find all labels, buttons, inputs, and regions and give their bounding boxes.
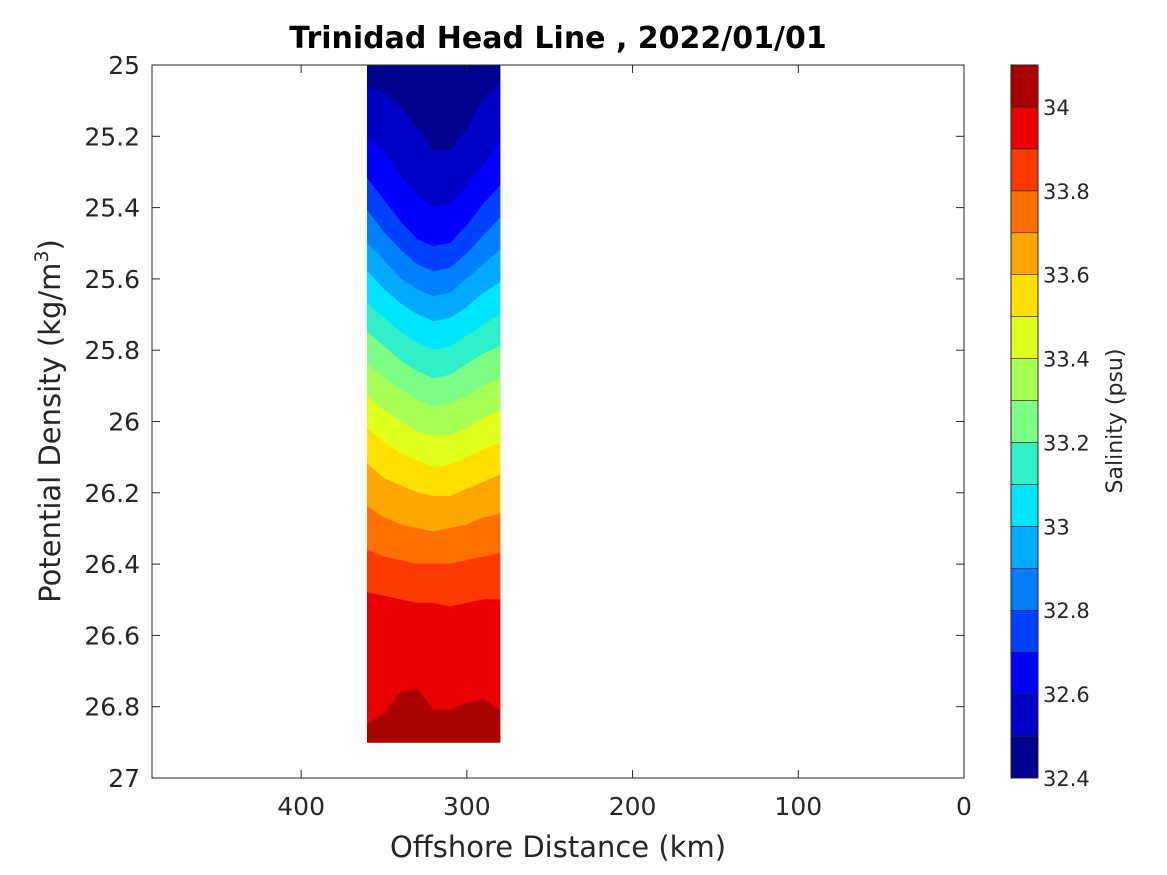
colorbar-band <box>1010 358 1039 401</box>
colorbar-border <box>1010 64 1039 779</box>
colorbar-band <box>1010 148 1039 192</box>
y-tick-label: 25.8 <box>84 336 140 365</box>
colorbar-band <box>1010 484 1039 527</box>
colorbar-band <box>1010 567 1039 611</box>
colorbar: 32.4 32.6 32.8 33 33.2 33.4 33.6 33.8 34 <box>1010 64 1090 791</box>
x-axis-ticks: 400 300 200 100 0 <box>277 65 972 821</box>
plot-background <box>152 65 964 778</box>
contour-band-17 <box>367 688 501 743</box>
y-tick-label: 26.2 <box>84 479 140 508</box>
x-tick-label: 200 <box>609 792 657 821</box>
y-tick-label: 25.6 <box>84 265 140 294</box>
colorbar-band <box>1010 609 1039 653</box>
colorbar-band <box>1010 232 1039 276</box>
colorbar-band <box>1010 64 1039 108</box>
colorbar-band <box>1010 651 1039 695</box>
colorbar-band <box>1010 274 1039 317</box>
colorbar-band <box>1010 693 1039 737</box>
y-tick-label: 26.6 <box>84 621 140 650</box>
y-tick-label: 25.4 <box>84 194 140 223</box>
colorbar-tick-label: 33.6 <box>1043 264 1090 288</box>
colorbar-bands <box>1010 64 1039 779</box>
colorbar-band <box>1010 106 1039 150</box>
y-axis-title-main: Potential Density (kg/m <box>33 263 67 603</box>
y-tick-label: 25.2 <box>84 122 140 151</box>
colorbar-tick-label: 32.6 <box>1043 683 1090 707</box>
x-tick-label: 400 <box>277 792 325 821</box>
colorbar-tick-label: 32.8 <box>1043 599 1090 623</box>
colorbar-title: Salinity (psu) <box>1103 349 1128 494</box>
colorbar-ticks: 32.4 32.6 32.8 33 33.2 33.4 33.6 33.8 34 <box>1043 96 1090 791</box>
y-axis-title: Potential Density (kg/m3) <box>31 239 67 603</box>
y-tick-label: 26.4 <box>84 550 140 579</box>
colorbar-band <box>1010 735 1039 779</box>
contour-layer <box>367 64 501 743</box>
x-axis-title: Offshore Distance (km) <box>390 830 726 864</box>
colorbar-tick-label: 33 <box>1043 515 1070 539</box>
x-tick-label: 300 <box>443 792 491 821</box>
y-axis-title-close: ) <box>33 239 67 250</box>
colorbar-band <box>1010 400 1039 443</box>
plot-area: 400 300 200 100 0 25 25.2 25.4 25.6 25.8 26 26.2 26… <box>84 51 972 821</box>
y-axis-ticks: 25 25.2 25.4 25.6 25.8 26 26.2 26.4 26.6 26.8 27 <box>84 51 964 793</box>
y-tick-label: 26.8 <box>84 693 140 722</box>
colorbar-tick-label: 32.4 <box>1043 767 1090 791</box>
chart-title: Trinidad Head Line , 2022/01/01 <box>289 21 826 56</box>
colorbar-band <box>1010 526 1039 569</box>
y-tick-label: 25 <box>108 51 140 80</box>
colorbar-tick-label: 33.8 <box>1043 180 1090 204</box>
x-tick-label: 100 <box>774 792 822 821</box>
colorbar-tick-label: 34 <box>1043 96 1070 120</box>
colorbar-tick-label: 33.2 <box>1043 431 1090 455</box>
y-tick-label: 26 <box>108 408 140 437</box>
y-tick-label: 27 <box>108 764 140 793</box>
x-tick-label: 0 <box>956 792 972 821</box>
colorbar-tick-label: 33.4 <box>1043 348 1090 372</box>
colorbar-band <box>1010 316 1039 359</box>
y-axis-title-superscript: 3 <box>31 250 53 262</box>
colorbar-band <box>1010 190 1039 234</box>
colorbar-band <box>1010 442 1039 485</box>
